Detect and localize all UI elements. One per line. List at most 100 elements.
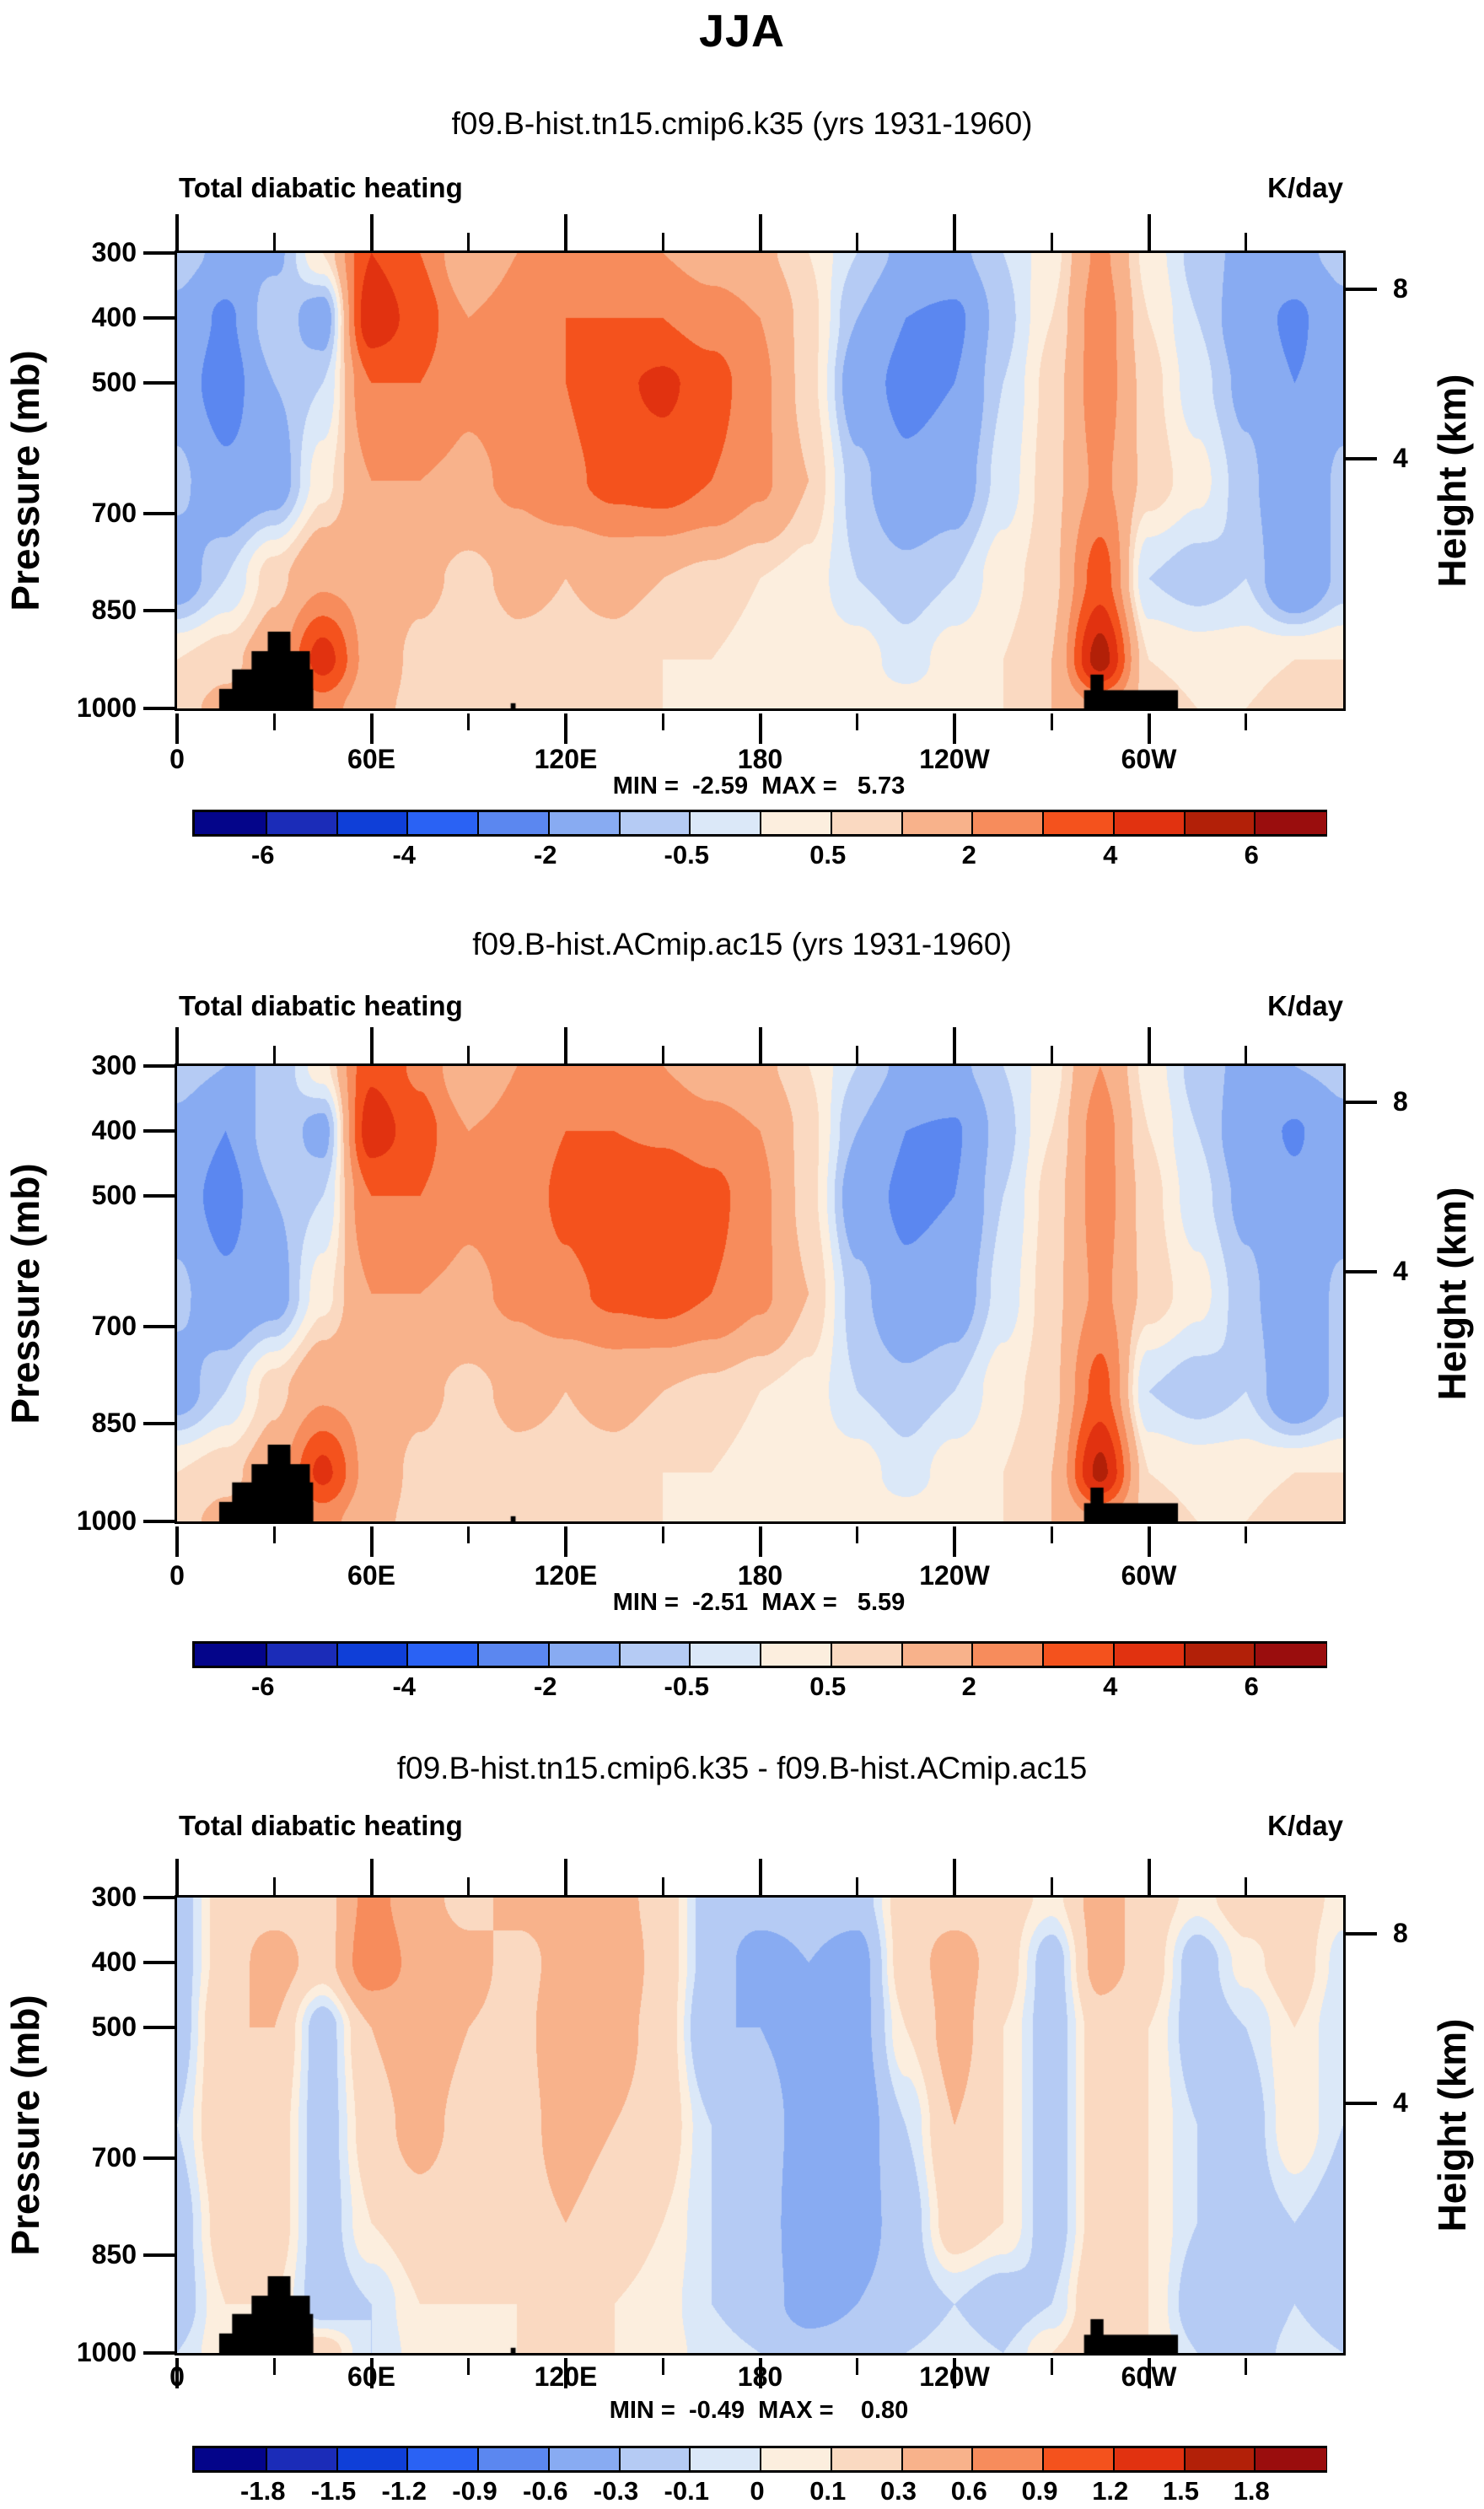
- pressure-tick-label: 850: [91, 2239, 137, 2270]
- colorbar-tick-label: -6: [250, 840, 275, 870]
- colorbar-segment: [830, 2448, 903, 2470]
- colorbar-segment: [689, 2448, 761, 2470]
- colorbar-tick-label: -2: [533, 840, 557, 870]
- colorbar-tick-label: -0.1: [664, 2476, 709, 2506]
- x-axis-tick-label: 120W: [919, 2361, 990, 2392]
- pressure-tick: [143, 1324, 175, 1328]
- panel-3-field-label: Total diabatic heating: [179, 1810, 463, 1841]
- colorbar-segment: [1183, 2448, 1256, 2470]
- pressure-tick: [143, 1520, 175, 1523]
- colorbar-segment: [760, 2448, 832, 2470]
- x-axis-minor-tick: [661, 1046, 664, 1066]
- x-axis-tick-label: 120E: [534, 744, 598, 774]
- x-axis-major-tick: [1147, 1027, 1151, 1066]
- panel-2-plot-area: [175, 1063, 1346, 1524]
- x-axis-major-tick: [953, 1526, 956, 1557]
- figure-title: JJA: [698, 6, 786, 57]
- pressure-tick: [143, 609, 175, 613]
- colorbar-segment: [1254, 1644, 1326, 1666]
- pressure-tick-label: 300: [91, 237, 137, 267]
- x-axis-minor-tick: [467, 1046, 470, 1066]
- x-axis-major-tick: [953, 713, 956, 744]
- panel-1-colorbar: [192, 810, 1327, 837]
- x-axis-major-tick: [564, 214, 567, 253]
- panel-1-pressure-axis-label: Pressure (mb): [3, 350, 47, 611]
- panel-1-units-label: K/day: [1267, 172, 1343, 203]
- panel-3-contour-canvas: [177, 1898, 1343, 2353]
- pressure-tick-label: 400: [91, 302, 137, 333]
- height-tick-label: 8: [1393, 273, 1408, 304]
- height-tick: [1346, 1101, 1377, 1105]
- panel-1-plot-area: [175, 250, 1346, 711]
- panel-2-contour-canvas: [177, 1066, 1343, 1521]
- x-axis-minor-tick: [1245, 233, 1248, 253]
- colorbar-segment: [1254, 2448, 1326, 2470]
- x-axis-tick-label: 120E: [534, 1560, 598, 1591]
- pressure-tick: [143, 511, 175, 515]
- pressure-tick-label: 700: [91, 2141, 137, 2172]
- colorbar-segment: [901, 812, 974, 834]
- x-axis-major-tick: [758, 214, 762, 253]
- x-axis-minor-tick: [856, 1877, 859, 1898]
- x-axis-major-tick: [953, 1859, 956, 1898]
- height-tick: [1346, 456, 1377, 460]
- colorbar-segment: [477, 812, 550, 834]
- pressure-tick: [143, 1961, 175, 1965]
- x-axis-minor-tick: [856, 1526, 859, 1543]
- panel-1-subtitle: f09.B-hist.tn15.cmip6.k35 (yrs 1931-1960…: [451, 106, 1033, 141]
- x-axis-major-tick: [369, 713, 374, 744]
- x-axis-tick-label: 120W: [919, 744, 990, 774]
- x-axis-minor-tick: [467, 1526, 470, 1543]
- pressure-tick-label: 850: [91, 1408, 137, 1439]
- x-axis-major-tick: [1147, 1859, 1151, 1898]
- x-axis-minor-tick: [272, 1877, 276, 1898]
- panel-3-units-label: K/day: [1267, 1810, 1343, 1841]
- x-axis-major-tick: [175, 214, 179, 253]
- x-axis-major-tick: [175, 1027, 179, 1066]
- panel-3-pressure-axis-label: Pressure (mb): [3, 1995, 47, 2256]
- colorbar-segment: [477, 2448, 550, 2470]
- x-axis-major-tick: [1147, 713, 1151, 744]
- x-axis-minor-tick: [272, 2358, 276, 2375]
- x-axis-minor-tick: [272, 713, 276, 730]
- x-axis-minor-tick: [1245, 1877, 1248, 1898]
- colorbar-tick-label: -4: [392, 840, 417, 870]
- pressure-tick: [143, 2253, 175, 2258]
- pressure-tick-label: 700: [91, 1310, 137, 1341]
- panel-3-subtitle: f09.B-hist.tn15.cmip6.k35 - f09.B-hist.A…: [396, 1751, 1088, 1785]
- colorbar-tick-label: -2: [533, 1672, 557, 1701]
- x-axis-minor-tick: [1245, 1046, 1248, 1066]
- pressure-tick: [143, 1896, 175, 1899]
- panel-2-units-label: K/day: [1267, 990, 1343, 1021]
- x-axis-minor-tick: [467, 2358, 470, 2375]
- colorbar-segment: [689, 1644, 761, 1666]
- colorbar-tick-label: -0.5: [664, 840, 709, 870]
- colorbar-segment: [1112, 812, 1186, 834]
- x-axis-tick-label: 0: [169, 1560, 185, 1591]
- colorbar-tick-label: 0.6: [950, 2476, 987, 2506]
- colorbar-segment: [971, 1644, 1044, 1666]
- colorbar-segment: [336, 1644, 409, 1666]
- x-axis-minor-tick: [1050, 713, 1053, 730]
- colorbar-segment: [195, 1644, 266, 1666]
- colorbar-segment: [336, 812, 409, 834]
- height-tick: [1346, 1932, 1377, 1936]
- x-axis-tick-label: 60W: [1121, 1560, 1177, 1591]
- x-axis-major-tick: [953, 1027, 956, 1066]
- pressure-tick: [143, 1129, 175, 1133]
- colorbar-tick-label: 6: [1244, 840, 1259, 870]
- x-axis-major-tick: [564, 1027, 567, 1066]
- colorbar-tick-label: 2: [961, 1672, 976, 1701]
- colorbar-segment: [618, 2448, 691, 2470]
- x-axis-minor-tick: [272, 1526, 276, 1543]
- pressure-tick: [143, 2026, 175, 2030]
- colorbar-segment: [760, 812, 832, 834]
- pressure-tick: [143, 1064, 175, 1068]
- colorbar-tick-label: 6: [1244, 1672, 1259, 1701]
- x-axis-major-tick: [175, 1859, 179, 1898]
- colorbar-segment: [689, 812, 761, 834]
- colorbar-segment: [1112, 1644, 1186, 1666]
- colorbar-segment: [1042, 2448, 1115, 2470]
- x-axis-tick-label: 180: [737, 1560, 783, 1591]
- colorbar-segment: [1183, 1644, 1256, 1666]
